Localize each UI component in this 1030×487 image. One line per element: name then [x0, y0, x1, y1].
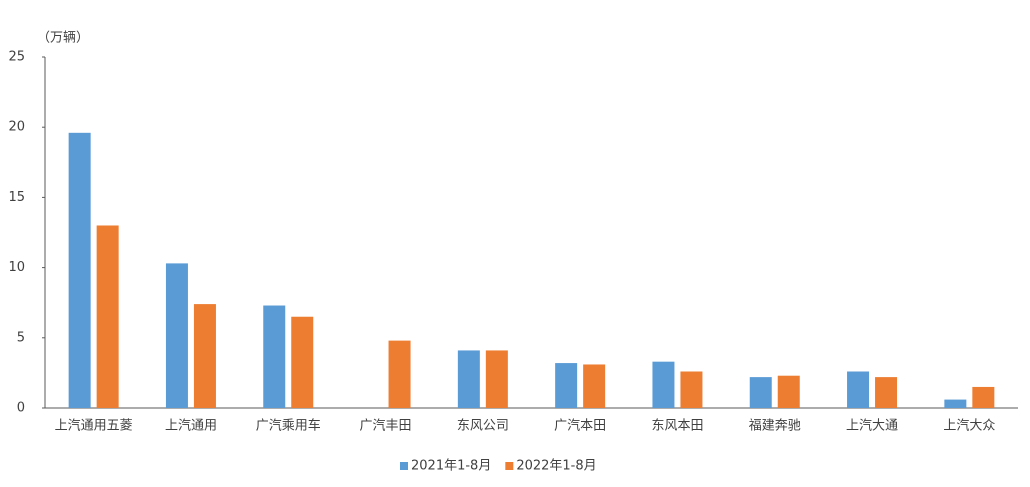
bar [749, 377, 772, 408]
bar [583, 364, 606, 408]
x-tick-label: 广汽乘用车 [256, 418, 321, 434]
y-tick-label: 10 [8, 260, 25, 275]
x-tick-label: 上汽通用五菱 [55, 419, 133, 434]
y-tick-label: 0 [17, 401, 25, 416]
legend-swatch [505, 462, 514, 470]
x-tick-label: 东风公司 [457, 419, 509, 434]
bar [680, 371, 703, 408]
x-tick-label: 广汽本田 [554, 419, 606, 434]
y-tick-label: 20 [8, 120, 25, 135]
x-tick-label: 东风本田 [651, 419, 703, 434]
bar [485, 350, 508, 408]
bar [777, 375, 800, 408]
bar [193, 304, 216, 408]
bar [652, 361, 675, 408]
x-tick-label: 上汽通用 [165, 419, 217, 434]
y-axis-label: （万辆） [37, 31, 89, 46]
bar [165, 263, 188, 408]
y-tick-label: 25 [8, 50, 25, 65]
x-tick-label: 上汽大众 [943, 419, 995, 434]
y-tick-label: 5 [17, 330, 25, 345]
bar [457, 350, 480, 408]
bar [555, 363, 578, 408]
bar [972, 386, 995, 408]
bar [96, 225, 119, 408]
x-tick-label: 广汽丰田 [360, 419, 412, 434]
bar [291, 316, 314, 408]
legend-swatch [400, 462, 408, 470]
y-tick-label: 15 [8, 190, 25, 205]
bar [875, 377, 898, 408]
x-tick-label: 上汽大通 [846, 419, 898, 434]
bar [847, 371, 870, 408]
legend-label: 2021年1-8月 [411, 459, 491, 474]
bar [68, 132, 91, 409]
bar [263, 305, 286, 408]
x-tick-label: 福建奔驰 [749, 419, 801, 434]
bar [944, 399, 967, 408]
bar [388, 340, 411, 408]
legend-label: 2022年1-8月 [516, 459, 596, 474]
